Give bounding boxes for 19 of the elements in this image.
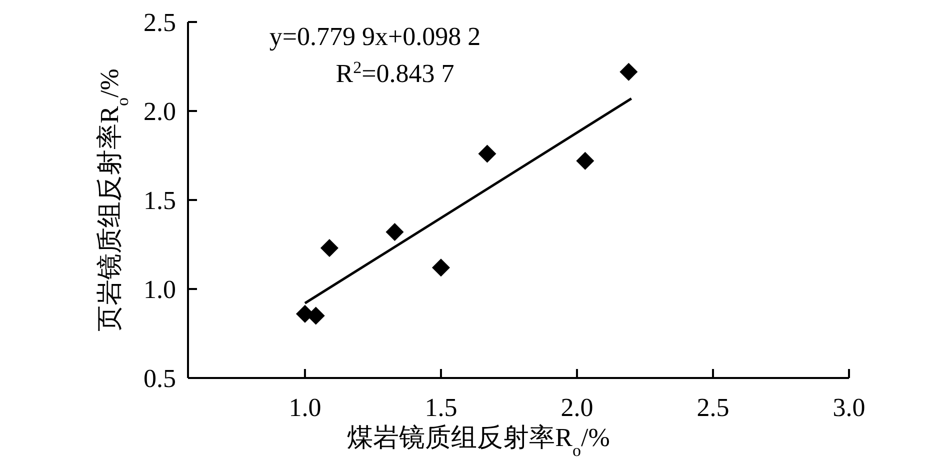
y-tick-label: 1.5 (144, 186, 176, 215)
x-axis-title: 煤岩镜质组反射率R$_{o}$/% (347, 423, 610, 460)
x-tick-label: 1.5 (424, 393, 458, 422)
point (478, 144, 496, 163)
y-tick-label: 2.0 (144, 97, 176, 126)
x-tick-label: 2.0 (560, 393, 594, 422)
x-tick-label: 1.0 (288, 393, 322, 422)
y-tick-label: 0.5 (144, 364, 176, 393)
point (320, 239, 338, 258)
annotation: y=0.779 9x+0.098 2 (269, 22, 481, 51)
point (386, 223, 404, 242)
x-tick-label: 3.0 (832, 393, 866, 422)
y-tick-label: 1.0 (144, 275, 176, 304)
annotation: R$^{2}$=0.843 7 (336, 58, 454, 88)
y-tick-label: 2.5 (144, 8, 176, 37)
point (576, 152, 594, 170)
x-tick-label: 2.5 (696, 393, 730, 422)
point (620, 62, 638, 81)
point (432, 258, 450, 277)
